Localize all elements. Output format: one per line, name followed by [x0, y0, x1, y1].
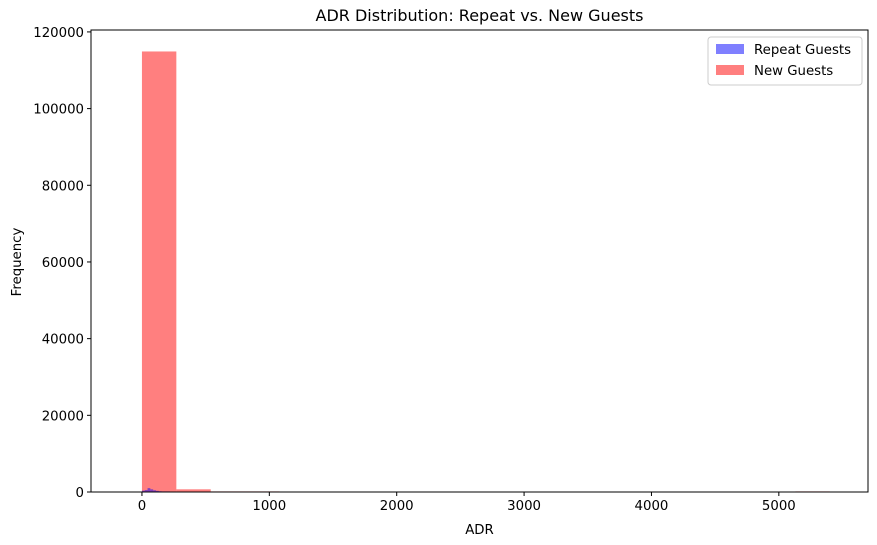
- y-tick-label: 60000: [42, 256, 84, 271]
- legend-swatch-repeat-guests: [716, 44, 744, 54]
- y-tick-label: 20000: [42, 409, 84, 424]
- new-guests-bar-0: [141, 51, 177, 492]
- y-axis-label: Frequency: [10, 228, 25, 297]
- bars-layer: [141, 51, 830, 492]
- repeat-guests-bar-0: [141, 490, 145, 492]
- y-tick-label: 80000: [42, 179, 84, 194]
- legend: Repeat Guests New Guests: [707, 36, 863, 86]
- repeat-guests-bar-2: [147, 488, 151, 492]
- repeat-guests-bar-5: [155, 490, 159, 492]
- legend-swatch-new-guests: [716, 65, 744, 75]
- repeat-guests-bar-3: [150, 489, 154, 492]
- legend-label-new-guests: New Guests: [754, 64, 833, 79]
- x-tick-label: 3000: [507, 499, 541, 514]
- plot-frame: [90, 29, 869, 493]
- chart-title: ADR Distribution: Repeat vs. New Guests: [316, 6, 644, 25]
- x-tick-label: 4000: [635, 499, 669, 514]
- y-tick-label: 0: [76, 486, 84, 501]
- y-tick-label: 120000: [33, 26, 84, 41]
- y-tick-label: 100000: [33, 103, 84, 118]
- legend-box: [707, 36, 863, 86]
- axes-layer: 0 1000 2000 3000 4000 5000 0 20000 40000 60000 800…: [33, 26, 869, 514]
- repeat-guests-bar-1: [144, 490, 148, 492]
- x-tick-label: 2000: [380, 499, 414, 514]
- x-tick-label: 1000: [252, 499, 286, 514]
- new-guests-bar-1: [176, 489, 211, 492]
- legend-label-repeat-guests: Repeat Guests: [754, 43, 851, 58]
- x-tick-label: 0: [138, 499, 146, 514]
- x-tick-label: 5000: [762, 499, 796, 514]
- x-axis-label: ADR: [465, 523, 494, 538]
- y-tick-label: 40000: [42, 333, 84, 348]
- repeat-guests-bar-4: [153, 490, 156, 492]
